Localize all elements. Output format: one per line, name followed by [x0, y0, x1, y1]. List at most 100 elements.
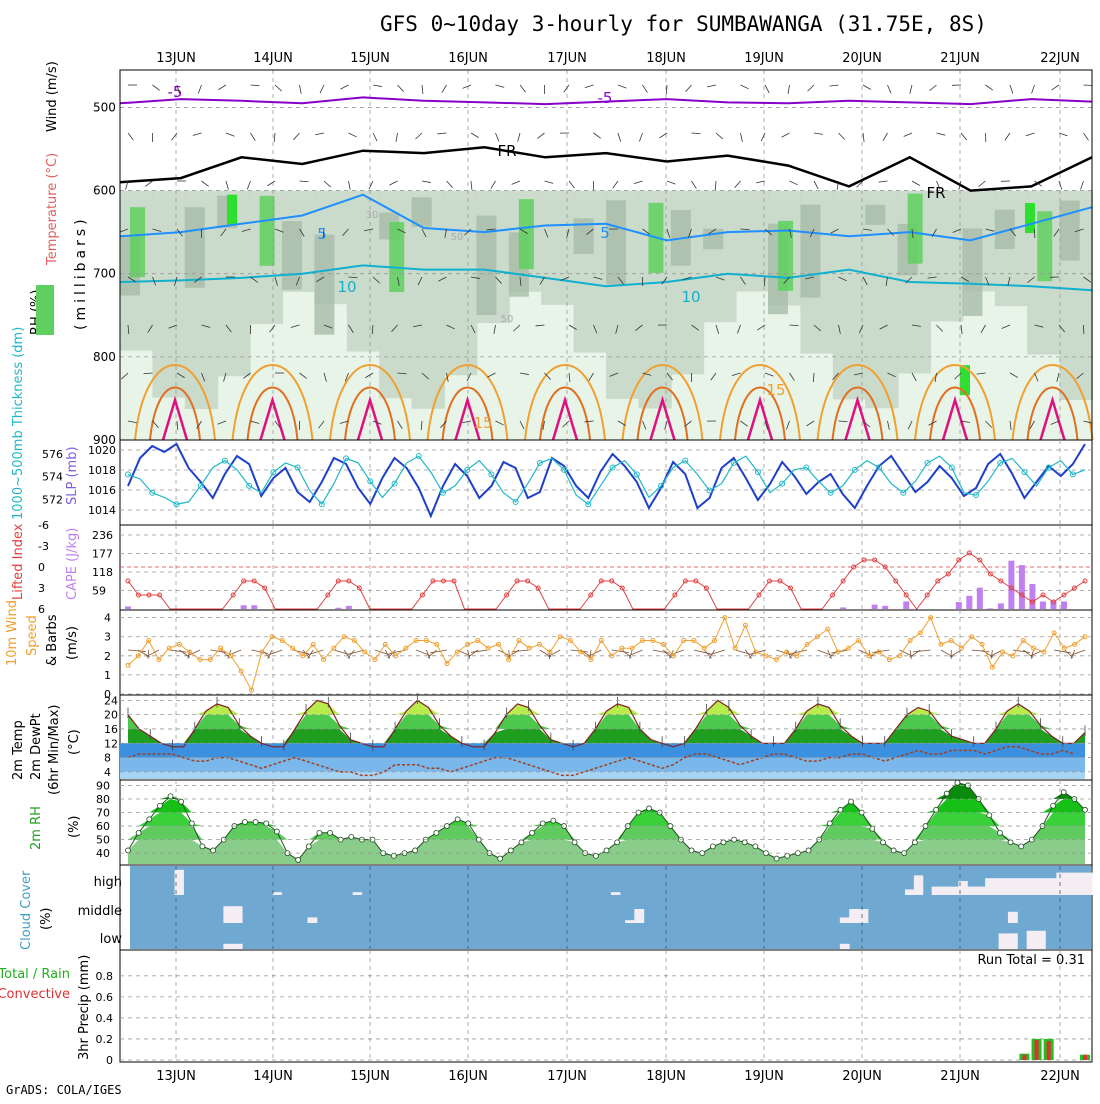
cloud-cell — [932, 887, 941, 895]
cloud-cell — [1036, 931, 1046, 949]
rh-band-dark — [282, 221, 302, 290]
cloud-cell — [611, 892, 620, 895]
legend-convective: Convective — [0, 987, 70, 1002]
y-tick-label: 0.2 — [96, 1033, 114, 1046]
rh-band-mid — [541, 191, 574, 305]
y-tick-label: 4 — [104, 612, 111, 625]
cloud-cell — [859, 909, 869, 923]
rh-point — [742, 840, 747, 845]
y-tick-label: 4 — [104, 766, 111, 779]
cape-bar — [1019, 565, 1025, 609]
rh-point — [434, 830, 439, 835]
date-label-bottom: 15JUN — [350, 1069, 390, 1084]
cloud-cell — [840, 944, 850, 949]
rh-point — [413, 848, 418, 853]
cloud-cell — [1074, 873, 1083, 895]
y-tick-label: 70 — [96, 807, 110, 820]
cloud-cell — [625, 920, 635, 923]
rh-point — [274, 829, 279, 834]
y-axis-label-3: (6hr Min/Max) — [47, 705, 62, 795]
y2-axis-label: Lifted Index — [11, 523, 26, 600]
cloud-cell — [1003, 878, 1012, 895]
date-label-top: 18JUN — [646, 51, 686, 66]
rh-point — [710, 844, 715, 849]
cape-bar — [1029, 584, 1035, 609]
cape-bar — [977, 588, 983, 609]
precip-bar-convective — [1022, 1055, 1026, 1060]
legend-wind: Wind (m/s) — [45, 61, 60, 132]
cape-bar — [903, 601, 909, 609]
rh-point — [126, 848, 131, 853]
legend-rh-swatch — [36, 285, 54, 335]
cloud-cell — [1030, 878, 1039, 895]
panel-frame — [120, 950, 1092, 1062]
cloud-cell — [1065, 873, 1074, 895]
rh-point — [604, 848, 609, 853]
rh-point — [891, 848, 896, 853]
cloud-cell — [840, 917, 850, 923]
cape-tick-label: 177 — [92, 548, 113, 561]
cape-bar — [882, 606, 888, 609]
rh-point — [317, 830, 322, 835]
rh-point — [827, 821, 832, 826]
li-tick-label: 0 — [38, 561, 45, 574]
rh-point — [551, 818, 556, 823]
y-tick-label: 60 — [96, 820, 110, 833]
precip-bar-convective — [1035, 1040, 1039, 1060]
rh-point — [296, 857, 301, 862]
cloud-cell — [905, 889, 914, 895]
cape-bar — [872, 605, 878, 609]
cloud-cell — [1021, 878, 1030, 895]
y-tick-label: 0.6 — [96, 991, 114, 1004]
rh-point — [540, 821, 545, 826]
rh-point — [349, 834, 354, 839]
rh-point — [838, 807, 843, 812]
y-axis-label: 10m Wind — [5, 600, 20, 666]
isotherm-label: 5 — [600, 224, 610, 242]
y-tick-label: 0.8 — [96, 970, 114, 983]
y-tick-label: 8 — [104, 752, 111, 765]
cloud-cell — [223, 906, 233, 923]
panel-frame — [120, 440, 1092, 525]
rh-point — [508, 848, 513, 853]
rh-band-dark — [185, 207, 205, 288]
date-label-bottom: 18JUN — [646, 1069, 686, 1084]
cape-bar — [1008, 561, 1014, 609]
dewpoint-band — [120, 758, 1085, 772]
date-label-top: 14JUN — [253, 51, 293, 66]
date-label-bottom: 14JUN — [253, 1069, 293, 1084]
rh-point — [955, 780, 960, 785]
li-tick-label: -6 — [38, 519, 49, 532]
y-axis-label: Cloud Cover — [19, 870, 34, 950]
y-tick-label: 2 — [104, 650, 111, 663]
rh-point — [498, 856, 503, 861]
cape-bar — [1040, 601, 1046, 609]
date-label-top: 16JUN — [448, 51, 488, 66]
y-tick-label: 700 — [93, 267, 116, 281]
rh-point — [189, 821, 194, 826]
cloud-cell — [353, 892, 362, 895]
rh-point — [328, 830, 333, 835]
rh-point — [647, 806, 652, 811]
y2-tick-label: 574 — [42, 471, 63, 484]
dewpoint-band — [120, 743, 1085, 757]
cloud-background — [130, 866, 1091, 949]
rh-point — [721, 840, 726, 845]
isotherm-label: -5 — [598, 89, 613, 107]
rh-point — [391, 853, 396, 858]
isotherm-label: FR — [926, 184, 945, 202]
cloud-cell — [999, 933, 1009, 949]
rh-point — [466, 821, 471, 826]
cape-bar — [335, 608, 341, 609]
rh-point — [168, 794, 173, 799]
y-tick-label: 0 — [106, 1054, 113, 1067]
run-total-label: Run Total = 0.31 — [977, 953, 1085, 968]
cape-tick-label: 236 — [92, 529, 113, 542]
cloud-cell — [1039, 878, 1048, 895]
rh-max-blob — [227, 195, 237, 225]
rh-point — [944, 791, 949, 796]
cloud-cell — [233, 906, 243, 923]
precip-bar-convective — [1083, 1055, 1087, 1060]
